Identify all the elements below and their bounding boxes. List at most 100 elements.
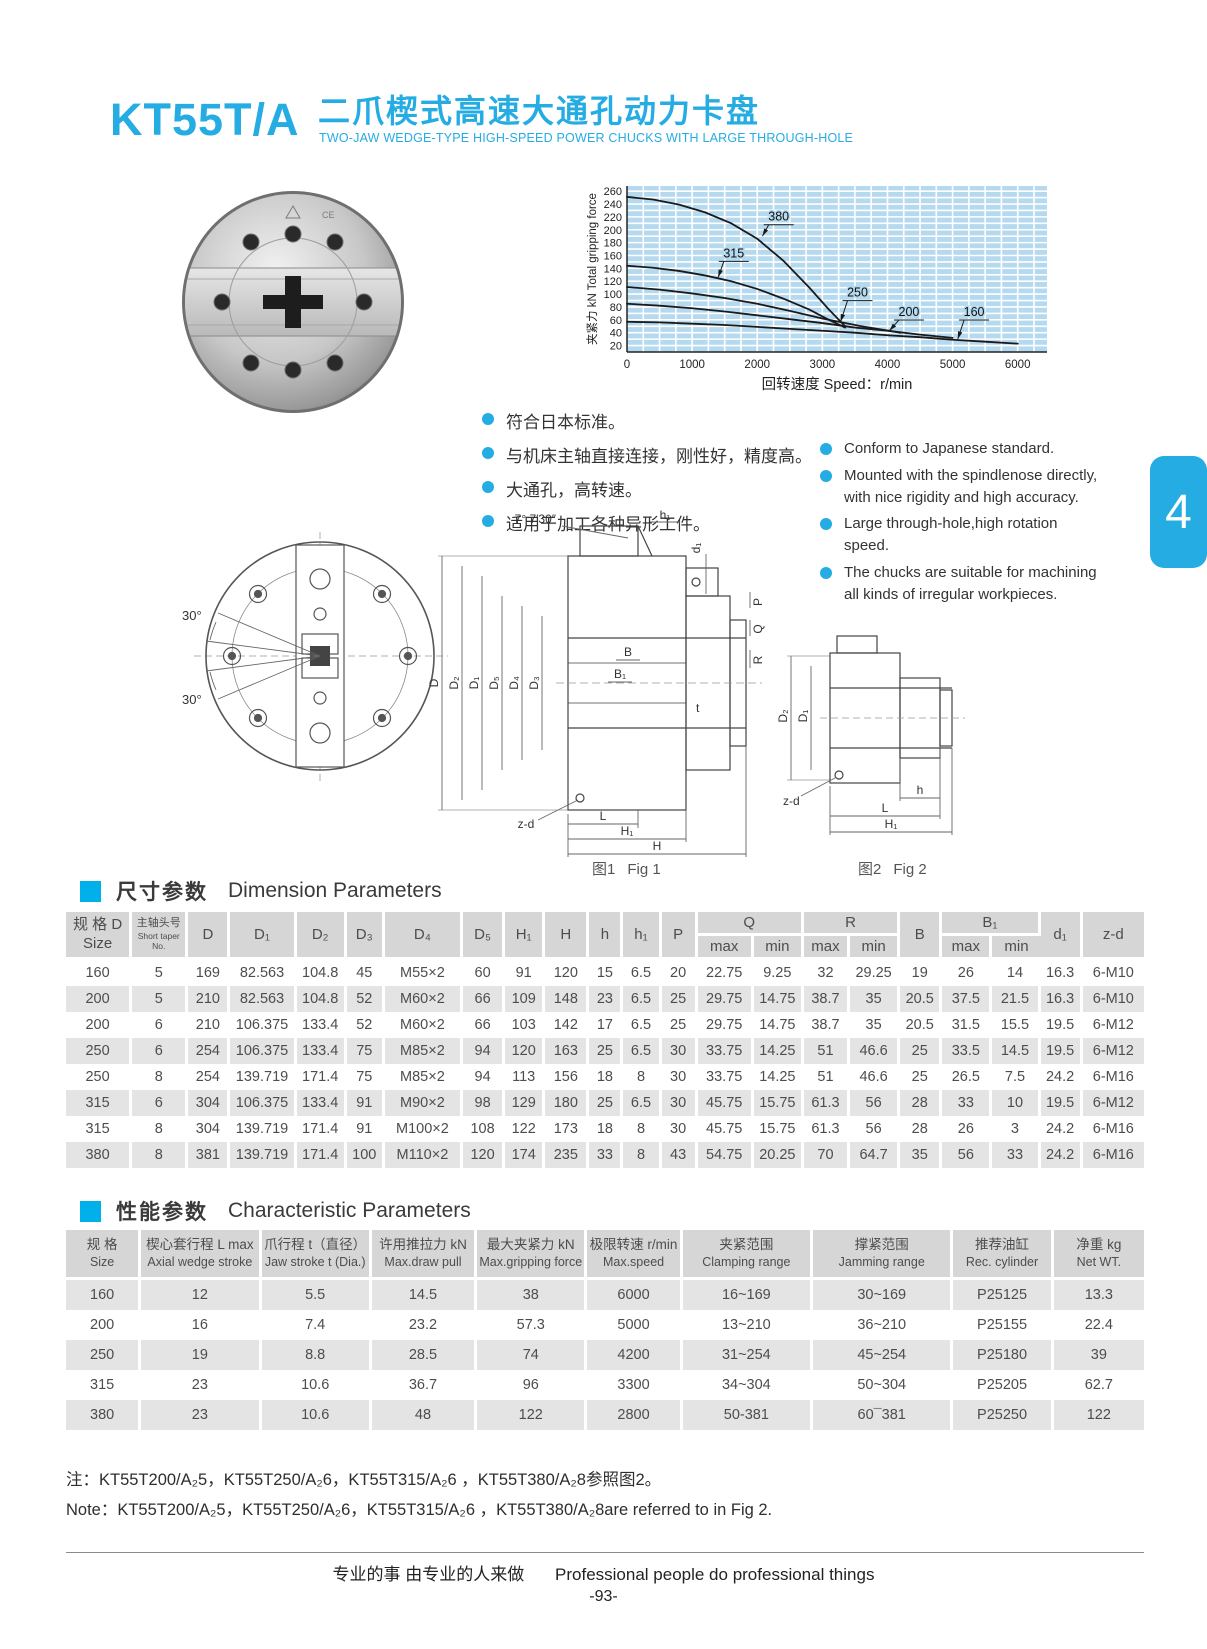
table-cell: 380: [66, 1400, 142, 1431]
table-cell: 139.719: [230, 1142, 297, 1168]
footer-slogan: 专业的事 由专业的人来做 Professional people do prof…: [332, 1565, 875, 1584]
table-cell: 18: [589, 1116, 624, 1142]
fig1-h1-label: h₁: [660, 508, 671, 522]
subcolumn-max: max: [942, 936, 993, 960]
table-cell: 129: [505, 1090, 546, 1116]
svg-text:100: 100: [604, 289, 622, 301]
table-cell: 120: [545, 960, 590, 986]
table-cell: 62.7: [1084, 1377, 1113, 1394]
feature-item: The chucks are suitable for machining al…: [820, 562, 1100, 606]
svg-text:240: 240: [604, 199, 622, 211]
table-cell: 104.8: [297, 986, 347, 1012]
table-cell: 6-M16: [1092, 1147, 1134, 1163]
table-cell: 18: [589, 1064, 624, 1090]
table-cell: 25: [662, 986, 698, 1012]
table-cell: 98: [463, 1090, 506, 1116]
bullet-icon: [820, 443, 832, 455]
table-cell: 7.5: [992, 1064, 1041, 1090]
table-cell: 19: [900, 960, 943, 986]
table-cell: 14.5: [992, 1038, 1041, 1064]
svg-text:CE: CE: [322, 210, 335, 220]
table-cell: 171.4: [297, 1116, 347, 1142]
chapter-tab[interactable]: 4: [1150, 456, 1207, 568]
fig1-B1-label: B₁: [614, 667, 626, 681]
table-cell: 46.6: [850, 1038, 901, 1064]
fig1-D5-label: D₅: [487, 676, 501, 690]
fig2-zd-label: z-d: [783, 794, 800, 808]
note-zh: 注：KT55T200/A₂5，KT55T250/A₂6，KT55T315/A₂6…: [66, 1471, 662, 1489]
table-cell: 33.75: [698, 1064, 754, 1090]
front-angle-bottom-label: 30°: [182, 692, 202, 707]
table-cell: 45.75: [698, 1090, 754, 1116]
table-cell: 139.719: [230, 1064, 297, 1090]
table-cell: 45.75: [698, 1116, 754, 1142]
bullet-icon: [820, 469, 832, 482]
fig1-D4-label: D₄: [507, 676, 521, 690]
table-cell: 106.375: [230, 1090, 297, 1116]
table-cell: 160: [66, 960, 133, 986]
table-cell: 6-M12: [1092, 1043, 1134, 1059]
table-cell: 235: [545, 1142, 590, 1168]
table-cell: 15: [589, 960, 624, 986]
svg-text:80: 80: [610, 302, 622, 314]
table-cell: M100×2: [385, 1116, 464, 1142]
table-cell: 6-M12: [1092, 1095, 1134, 1111]
feature-text: Large through-hole,high rotation speed.: [844, 515, 1058, 554]
table-cell: 120: [463, 1142, 506, 1168]
table-cell: 200: [66, 1012, 133, 1038]
front-bolts: [222, 584, 418, 728]
curve-label-380: 380: [768, 210, 789, 224]
bullet-icon: [820, 566, 832, 579]
column-header: D₅: [463, 912, 506, 960]
table-cell: 210: [188, 1012, 231, 1038]
feature-text: Mounted with the spindlenose directly, w…: [844, 466, 1098, 506]
table-cell: 75: [347, 1064, 385, 1090]
bullet-icon: [482, 413, 494, 425]
table-cell: 57.3: [477, 1310, 588, 1341]
bullet-icon: [820, 518, 832, 531]
table-cell: 10.6: [262, 1370, 372, 1401]
column-header-taper: 主轴头号 Short taper No.: [132, 912, 189, 960]
table-cell: 122: [505, 1116, 546, 1142]
table-cell: 30: [662, 1116, 698, 1142]
subcolumn-max: max: [803, 936, 851, 960]
column-header: 推荐油缸 Rec. cylinder: [953, 1230, 1054, 1281]
bullet-icon: [482, 515, 494, 527]
table-cell: 6-M12: [1092, 1017, 1134, 1033]
footer-divider: [66, 1552, 1144, 1553]
column-header: 净重 kg Net WT.: [1053, 1230, 1144, 1281]
table-cell: 14.5: [372, 1280, 478, 1311]
fig1-D-label: D: [428, 678, 441, 687]
table-cell: 304: [188, 1116, 231, 1142]
table-cell: 48: [372, 1400, 478, 1431]
table-cell: 4200: [587, 1340, 683, 1371]
curve-250: [626, 286, 902, 334]
table-cell: 6.5: [623, 986, 662, 1012]
table-cell: 31.5: [942, 1012, 993, 1038]
table-cell: 6.5: [623, 960, 662, 986]
table-cell: M85×2: [385, 1038, 464, 1064]
table-cell: 75: [347, 1038, 385, 1064]
table-cell: 106.375: [230, 1038, 297, 1064]
table-cell: 106.375: [230, 1012, 297, 1038]
table-cell: 20.25: [754, 1142, 804, 1168]
column-header: 撑紧范围 Jamming range: [813, 1230, 954, 1281]
table-cell: 20.5: [900, 1012, 943, 1038]
table-cell: 139.719: [230, 1116, 297, 1142]
table-cell: 23: [141, 1370, 262, 1401]
curve-label-160: 160: [964, 305, 985, 319]
column-header-size: 规 格 D Size: [66, 912, 133, 960]
chuck-center-slot: [263, 276, 323, 328]
table-cell: 254: [188, 1064, 231, 1090]
fig1-D2-label: D₂: [447, 676, 461, 690]
product-photo: CE: [182, 191, 404, 413]
table-cell: 3300: [587, 1370, 683, 1401]
table-cell: 315: [66, 1370, 142, 1401]
table-cell: 160: [66, 1280, 142, 1311]
table-cell: 8: [132, 1142, 189, 1168]
table-cell: 10: [992, 1090, 1041, 1116]
table-cell: 38.7: [804, 1012, 851, 1038]
table-cell: 6.5: [623, 1090, 662, 1116]
table-cell: 14: [992, 960, 1041, 986]
chart-y-axis-label: 夹紧力 kN Total gripping force: [586, 193, 599, 345]
